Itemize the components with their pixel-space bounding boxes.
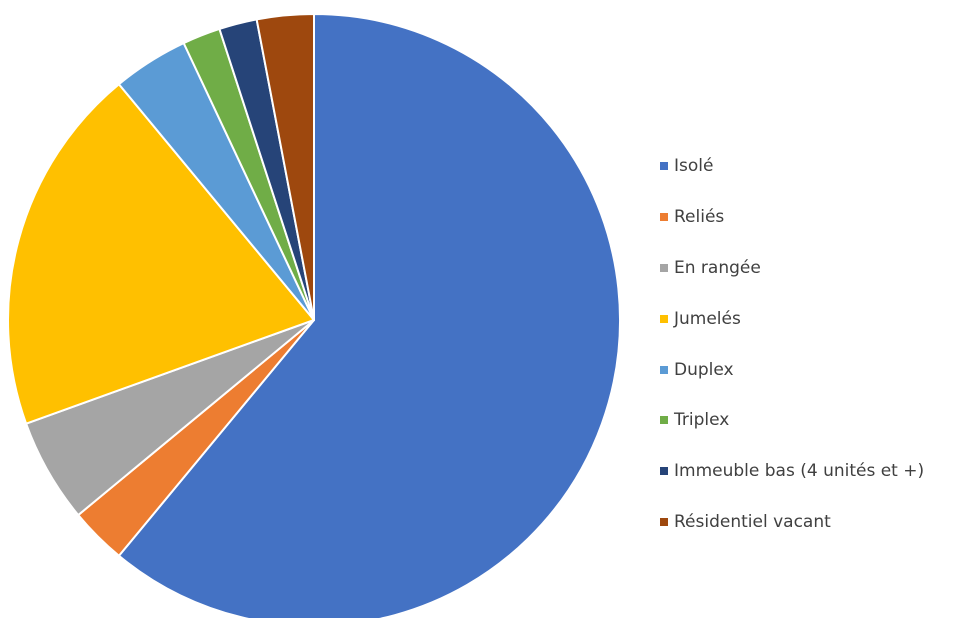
- pie-slice-jumeles: [7, 83, 315, 425]
- legend-item-residentiel-vacant: Résidentiel vacant: [660, 497, 924, 548]
- pie-slice-isole: [117, 13, 621, 618]
- legend-swatch-isole: [660, 162, 668, 171]
- legend-item-jumeles: Jumelés: [660, 293, 924, 344]
- legend-swatch-duplex: [660, 365, 668, 374]
- legend-item-relies: Reliés: [660, 192, 924, 243]
- legend-label-isole: Isolé: [674, 156, 714, 177]
- legend: Isolé Reliés En rangée Jumelés Duplex Tr…: [660, 141, 924, 547]
- legend-item-triplex: Triplex: [660, 395, 924, 446]
- legend-item-immeuble-bas: Immeuble bas (4 unités et +): [660, 446, 924, 497]
- legend-item-en-rangee: En rangée: [660, 243, 924, 294]
- legend-label-immeuble-bas: Immeuble bas (4 unités et +): [674, 461, 925, 482]
- legend-item-duplex: Duplex: [660, 344, 924, 395]
- legend-swatch-immeuble-bas: [660, 467, 668, 476]
- pie-slice-residentiel-vacant: [255, 13, 315, 321]
- legend-label-duplex: Duplex: [674, 359, 734, 380]
- legend-item-isole: Isolé: [660, 141, 924, 192]
- legend-label-residentiel-vacant: Résidentiel vacant: [674, 511, 831, 532]
- legend-label-triplex: Triplex: [674, 410, 730, 431]
- legend-label-jumeles: Jumelés: [674, 308, 741, 329]
- legend-swatch-relies: [660, 213, 668, 222]
- legend-swatch-triplex: [660, 416, 668, 425]
- legend-swatch-en-rangee: [660, 263, 668, 272]
- legend-swatch-residentiel-vacant: [660, 517, 668, 526]
- legend-swatch-jumeles: [660, 314, 668, 323]
- legend-label-relies: Reliés: [674, 207, 725, 228]
- legend-label-en-rangee: En rangée: [674, 257, 761, 278]
